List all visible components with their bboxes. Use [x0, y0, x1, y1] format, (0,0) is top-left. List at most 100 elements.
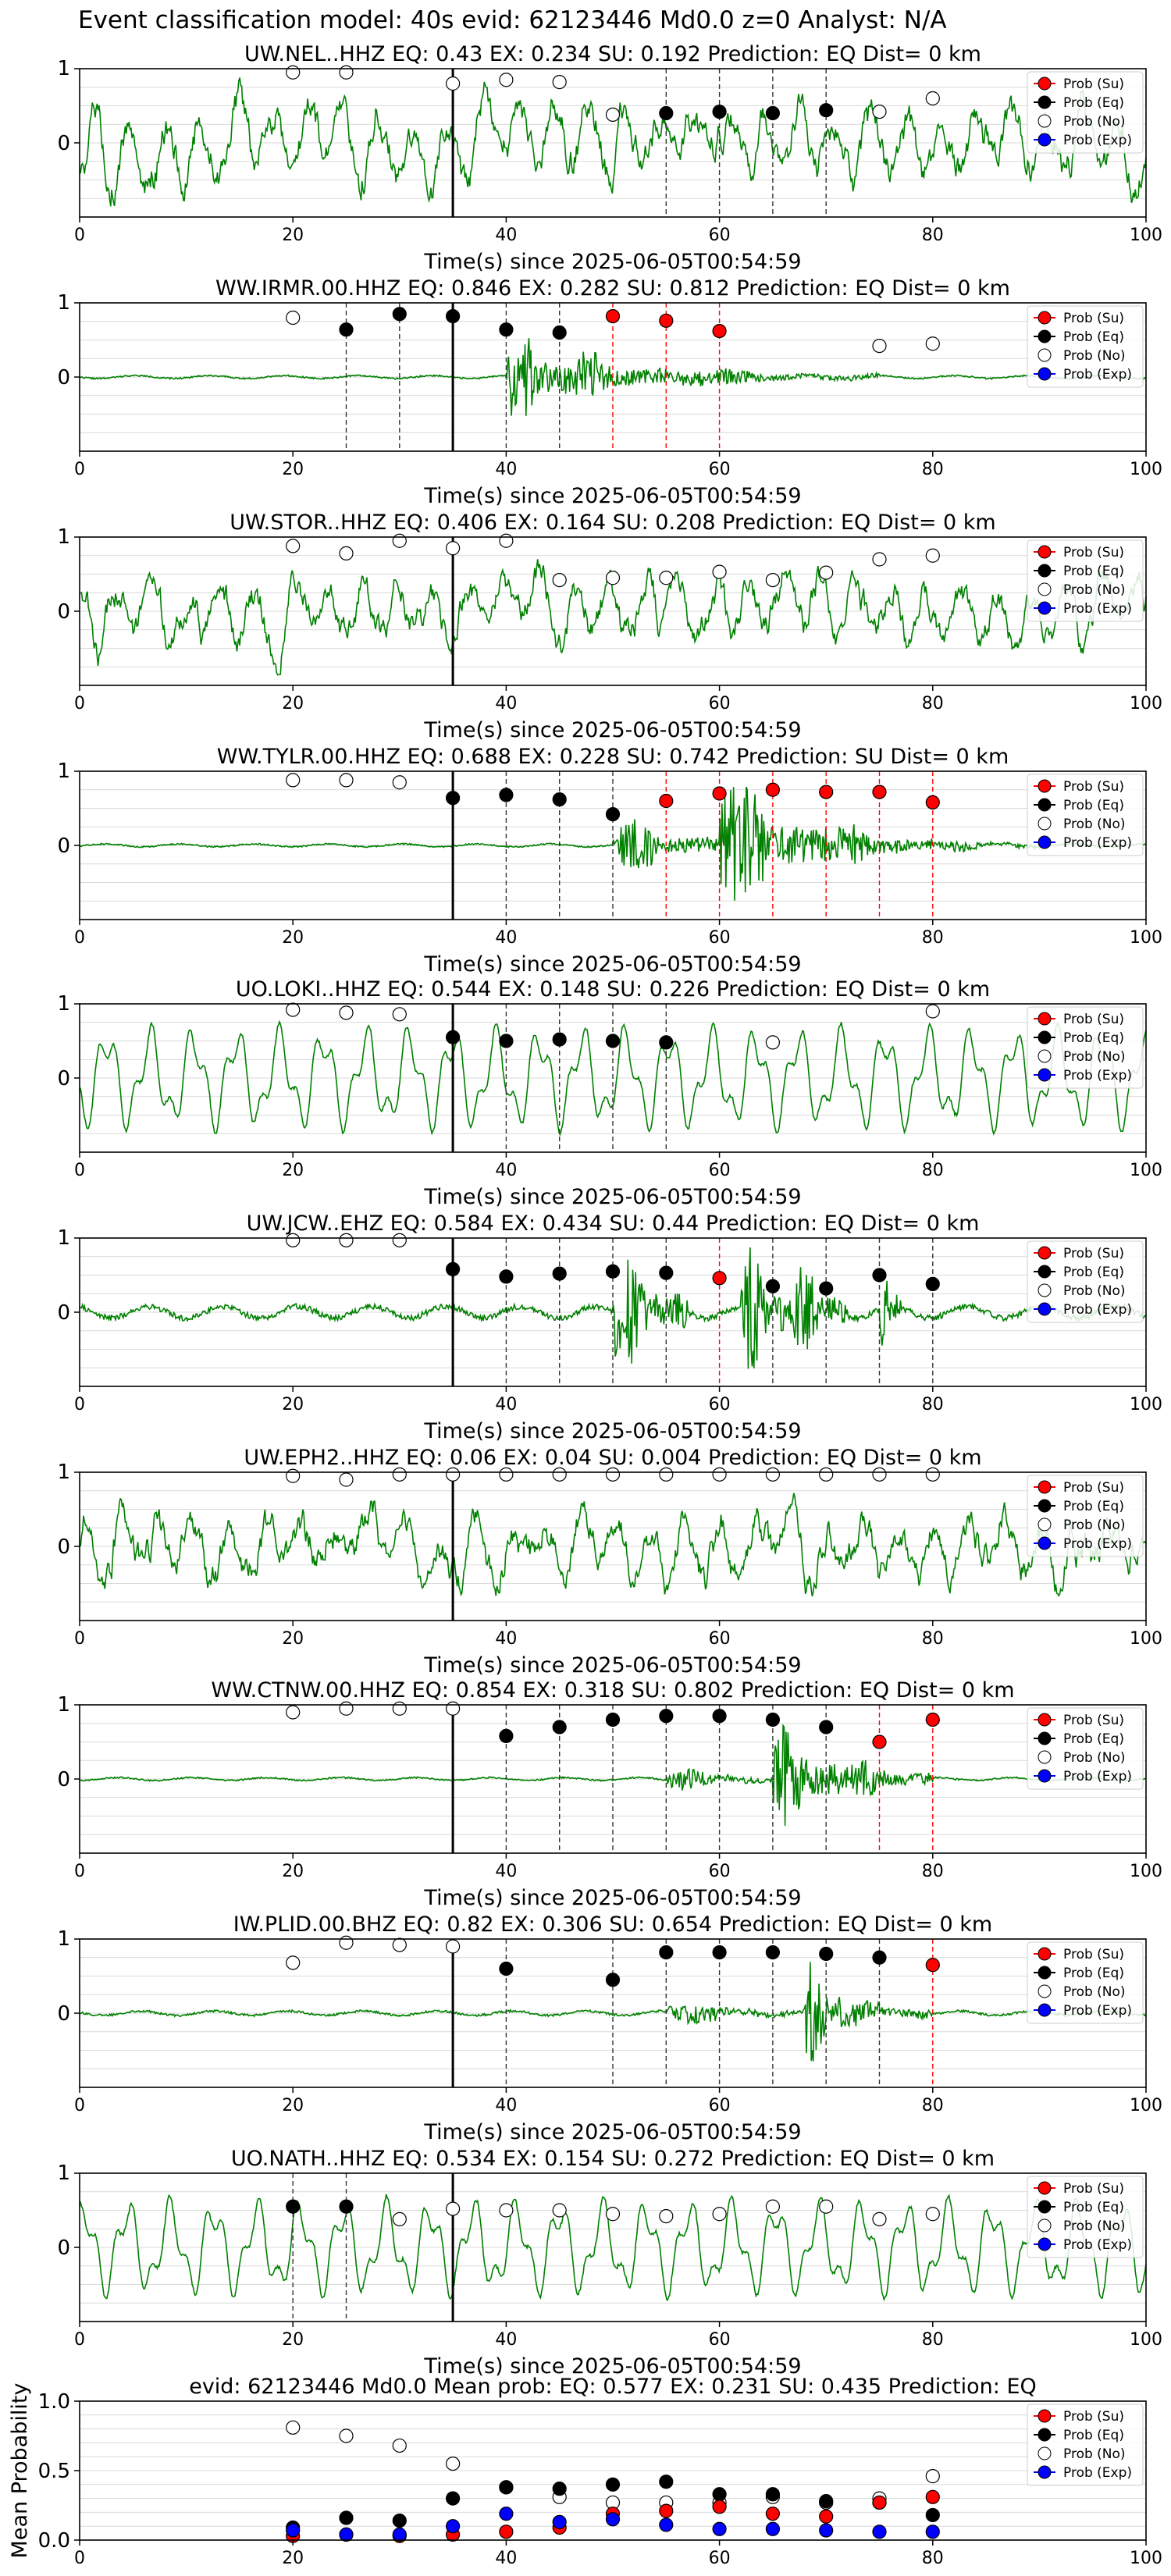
prob-no-marker	[445, 76, 461, 91]
prob-eq-marker	[659, 1265, 674, 1280]
subplot-6: UW.JCW..EHZ EQ: 0.584 EX: 0.434 SU: 0.44…	[57, 1212, 1162, 1443]
prob-exp-marker	[765, 2521, 781, 2536]
legend-label-exp: Prob (Exp)	[1063, 601, 1132, 617]
x-tick-label: 20	[282, 1395, 304, 1414]
x-tick-label: 100	[1130, 1862, 1162, 1881]
waveform-trace	[79, 1962, 1147, 2062]
prob-su-marker	[659, 793, 674, 809]
prob-no-marker	[392, 1233, 407, 1247]
prob-eq-marker	[765, 2487, 781, 2502]
x-tick-label: 80	[922, 1629, 944, 1649]
legend-marker-no	[1038, 1049, 1052, 1063]
legend-marker-su	[1038, 1713, 1052, 1727]
prob-eq-marker	[765, 1279, 781, 1293]
y-tick-label: 1	[57, 992, 70, 1016]
x-axis-label: Time(s) since 2025-06-05T00:54:59	[423, 1653, 801, 1678]
prob-eq-marker	[819, 2494, 834, 2509]
legend-marker-no	[1038, 348, 1052, 362]
prob-no-marker	[925, 1467, 940, 1482]
waveform-trace	[79, 1019, 1147, 1137]
y-tick-label: 0	[57, 2002, 70, 2026]
x-axis-label: Time(s) since 2025-06-05T00:54:59	[423, 484, 801, 508]
prob-markers	[286, 1935, 940, 1987]
x-tick-label: 20	[282, 2096, 304, 2115]
legend-marker-su	[1038, 1012, 1052, 1026]
plot-frame	[79, 536, 1147, 686]
prob-no-marker	[286, 1955, 301, 1970]
x-tick-label: 80	[922, 460, 944, 479]
x-tick-label: 0	[74, 460, 85, 479]
plot-frame	[79, 1237, 1147, 1387]
legend-marker-no	[1038, 2218, 1052, 2233]
x-axis-label: Time(s) since 2025-06-05T00:54:59	[423, 250, 801, 274]
prob-eq-marker	[552, 1032, 567, 1047]
prob-eq-marker	[605, 1264, 621, 1279]
x-tick-label: 40	[495, 694, 517, 713]
legend-marker-no	[1038, 1283, 1052, 1297]
prob-no-marker	[925, 548, 940, 563]
prob-no-marker	[499, 533, 514, 548]
prob-eq-marker	[552, 1266, 567, 1281]
prob-markers	[286, 773, 940, 822]
y-tick-label: 0	[57, 834, 70, 858]
legend-label-su: Prob (Su)	[1063, 2181, 1124, 2197]
prob-no-marker	[765, 1467, 781, 1482]
prob-eq-marker	[499, 1034, 514, 1048]
legend-marker-exp	[1038, 367, 1052, 381]
prob-eq-marker	[765, 1712, 781, 1727]
prob-markers	[286, 65, 940, 122]
x-tick-label: 60	[709, 1862, 731, 1881]
prob-su-marker	[499, 2524, 514, 2539]
x-tick-label: 40	[495, 1395, 517, 1414]
prob-su-marker	[712, 324, 727, 339]
prob-no-marker	[712, 564, 727, 579]
y-tick-label: 0	[57, 1301, 70, 1325]
y-tick-label: 1	[57, 291, 70, 315]
x-tick-label: 80	[922, 1395, 944, 1414]
y-tick-label: 0	[57, 1768, 70, 1791]
plot-frame	[79, 2400, 1147, 2541]
prob-eq-marker	[499, 1961, 514, 1976]
legend-label-eq: Prob (Eq)	[1063, 1030, 1124, 1046]
prob-no-marker	[339, 1701, 354, 1716]
subplot-title: UW.NEL..HHZ EQ: 0.43 EX: 0.234 SU: 0.192…	[244, 42, 981, 66]
y-tick-label: 0.0	[38, 2529, 70, 2553]
x-tick-label: 0	[74, 1629, 85, 1649]
prob-no-marker	[392, 775, 407, 790]
x-tick-label: 80	[922, 694, 944, 713]
prob-no-marker	[872, 1467, 887, 1482]
prob-exp-marker	[925, 2524, 940, 2539]
legend-label-eq: Prob (Eq)	[1063, 1966, 1124, 1981]
x-tick-label: 100	[1130, 1395, 1162, 1414]
prob-su-marker	[925, 1958, 940, 1973]
y-tick-label: 0	[57, 1067, 70, 1091]
legend-marker-eq	[1038, 1499, 1052, 1513]
prob-no-marker	[499, 2203, 514, 2218]
x-axis-label: Time(s) since 2025-06-05T00:54:59	[423, 1886, 801, 1910]
x-tick-label: 60	[709, 694, 731, 713]
prob-su-marker	[765, 2507, 781, 2521]
x-tick-label: 100	[1130, 1629, 1162, 1649]
x-tick-label: 100	[1130, 928, 1162, 948]
x-tick-label: 0	[74, 1862, 85, 1881]
prob-eq-marker	[339, 2510, 354, 2525]
legend-label-su: Prob (Su)	[1063, 1480, 1124, 1496]
legend-label-no: Prob (No)	[1063, 1984, 1126, 2000]
plot-frame	[79, 1938, 1147, 2088]
subplot-title: UO.NATH..HHZ EQ: 0.534 EX: 0.154 SU: 0.2…	[231, 2147, 995, 2171]
legend-marker-su	[1038, 545, 1052, 559]
prob-markers	[286, 2199, 940, 2226]
x-tick-label: 40	[495, 2096, 517, 2115]
legend-box	[1027, 774, 1144, 856]
prob-eq-marker	[659, 1945, 674, 1960]
waveform-trace	[79, 1723, 1147, 1826]
prob-eq-marker	[765, 1945, 781, 1960]
prob-su-marker	[925, 795, 940, 810]
legend-label-no: Prob (No)	[1063, 2218, 1126, 2234]
prob-no-marker	[286, 1468, 301, 1483]
prob-no-marker	[286, 1233, 301, 1247]
prob-no-marker	[605, 571, 621, 585]
x-tick-label: 0	[74, 2549, 85, 2568]
x-tick-label: 100	[1130, 2096, 1162, 2115]
